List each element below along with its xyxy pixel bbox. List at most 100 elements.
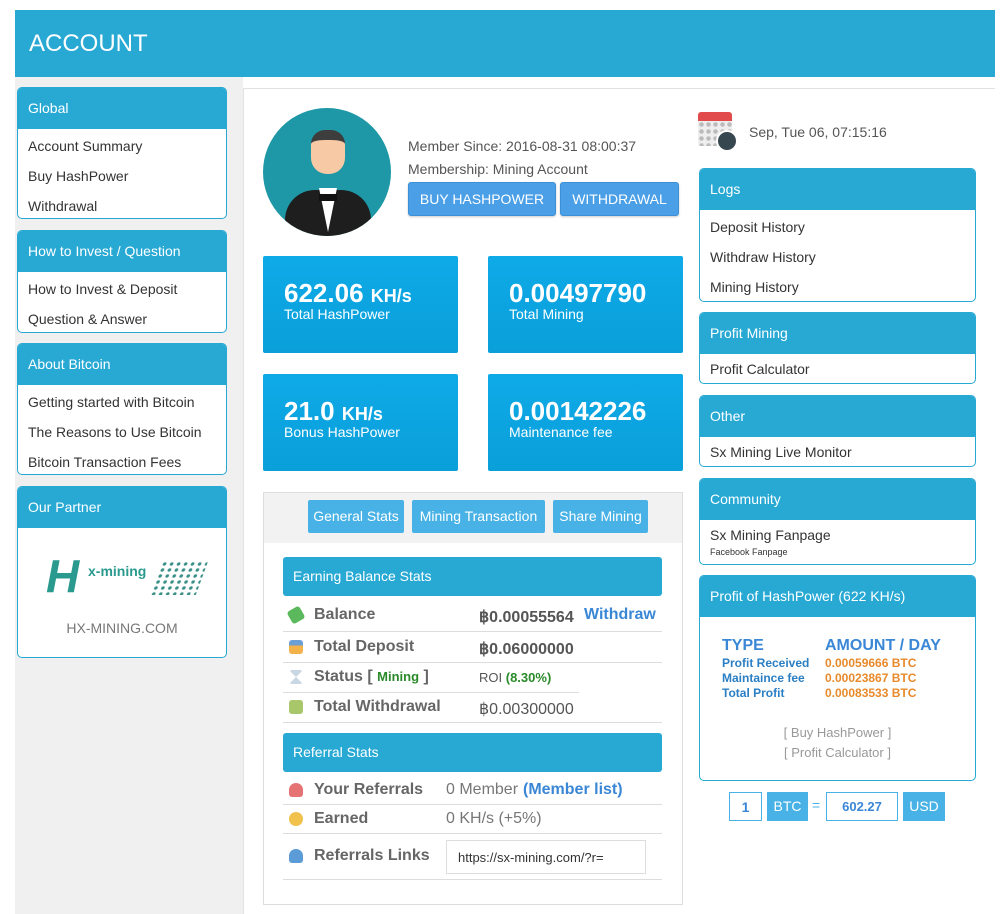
calendar-icon [698, 110, 738, 152]
money-icon [286, 605, 306, 625]
status-bracket: [ [367, 668, 373, 685]
sidebar-invest: How to Invest / Question How to Invest &… [17, 230, 227, 333]
sidebar-item-buy-hashpower[interactable]: Buy HashPower [28, 168, 129, 184]
profit-amount: 0.00023867 BTC [825, 671, 917, 685]
current-datetime: Sep, Tue 06, 07:15:16 [749, 124, 887, 140]
usd-currency-button[interactable]: USD [903, 792, 945, 821]
tile-total-hashpower: 622.06 KH/s Total HashPower [263, 256, 458, 353]
withdraw-history-link[interactable]: Withdraw History [710, 249, 816, 265]
other-box: Other Sx Mining Live Monitor [699, 395, 976, 467]
referral-links-row: Referrals Links [283, 834, 662, 880]
balance-value: ฿0.00055564 [479, 609, 574, 626]
sidebar-heading: About Bitcoin [18, 344, 226, 385]
status-row: Status [ Mining ] ROI (8.30%) [283, 663, 579, 693]
profit-amount: 0.00059666 BTC [825, 656, 917, 670]
usd-result-input[interactable] [826, 792, 898, 821]
tile-total-mining: 0.00497790 Total Mining [488, 256, 683, 353]
status-bracket: ] [423, 668, 429, 685]
tab-share-mining[interactable]: Share Mining [553, 500, 648, 533]
box-heading: Community [700, 479, 975, 520]
live-monitor-link[interactable]: Sx Mining Live Monitor [710, 444, 852, 460]
box-heading: Logs [700, 169, 975, 210]
withdraw-link[interactable]: Withdraw [584, 606, 656, 623]
earned-value: 0 KH/s (+5%) [446, 810, 542, 827]
referral-link-input[interactable] [446, 840, 646, 874]
tile-bonus-hashpower: 21.0 KH/s Bonus HashPower [263, 374, 458, 471]
status-label: Status [314, 668, 363, 685]
earned-label: Earned [314, 810, 369, 827]
sidebar-item-reasons[interactable]: The Reasons to Use Bitcoin [28, 424, 202, 440]
profit-type: Profit Received [722, 656, 810, 670]
referrals-value: 0 Member [446, 781, 519, 798]
sidebar-item-withdrawal[interactable]: Withdrawal [28, 198, 98, 214]
sidebar-item-qa[interactable]: Question & Answer [28, 311, 148, 327]
col-amount: AMOUNT / DAY [825, 637, 941, 654]
referral-links-label: Referrals Links [314, 847, 430, 864]
profit-type: Maintaince fee [722, 671, 805, 685]
partner-name[interactable]: HX-MINING.COM [66, 620, 178, 636]
tile-value: 622.06 [284, 278, 364, 308]
referrals-label: Your Referrals [314, 781, 424, 798]
box-heading: Other [700, 396, 975, 437]
user-icon [289, 849, 303, 863]
balance-label: Balance [314, 606, 376, 623]
profit-calculator-link[interactable]: [ Profit Calculator ] [784, 745, 891, 760]
roi-value: (8.30%) [505, 670, 552, 685]
partner-logo[interactable]: H x-mining [46, 549, 209, 609]
sidebar-item-how-to-invest[interactable]: How to Invest & Deposit [28, 281, 178, 297]
sidebar-bitcoin: About Bitcoin Getting started with Bitco… [17, 343, 227, 475]
earned-row: Earned 0 KH/s (+5%) [283, 805, 662, 834]
profit-calculator-link[interactable]: Profit Calculator [710, 361, 810, 377]
fanpage-link[interactable]: Sx Mining Fanpage [710, 527, 831, 543]
receipt-icon [289, 700, 303, 714]
card-icon [289, 640, 303, 654]
withdrawal-label: Total Withdrawal [314, 698, 441, 715]
tile-unit: KH/s [370, 286, 412, 306]
fanpage-subtitle: Facebook Fanpage [710, 547, 788, 557]
deposit-history-link[interactable]: Deposit History [710, 219, 805, 235]
tile-value: 0.00142226 [509, 396, 647, 426]
tile-value: 0.00497790 [509, 278, 647, 308]
medal-icon [289, 812, 303, 826]
equals-sign: = [812, 797, 821, 813]
tile-label: Total Mining [509, 306, 584, 322]
withdrawal-value: ฿0.00300000 [479, 701, 574, 718]
member-since: Member Since: 2016-08-31 08:00:37 [408, 138, 637, 154]
sidebar-partner: Our Partner H x-mining HX-MINING.COM [17, 486, 227, 658]
btc-currency-button[interactable]: BTC [767, 792, 808, 821]
btc-amount-input[interactable] [729, 792, 762, 821]
mining-history-link[interactable]: Mining History [710, 279, 799, 295]
status-value: Mining [377, 669, 420, 684]
tile-maintenance-fee: 0.00142226 Maintenance fee [488, 374, 683, 471]
member-list-link[interactable]: (Member list) [523, 781, 623, 798]
sidebar-global: Global Account Summary Buy HashPower Wit… [17, 87, 227, 219]
profit-mining-box: Profit Mining Profit Calculator [699, 312, 976, 384]
referrals-row: Your Referrals 0 Member (Member list) [283, 776, 662, 805]
hourglass-icon [289, 670, 303, 684]
box-heading: Profit of HashPower (622 KH/s) [700, 576, 975, 617]
tile-unit: KH/s [341, 404, 383, 424]
profit-amount: 0.00083533 BTC [825, 686, 917, 700]
user-icon [289, 783, 303, 797]
tab-mining-transaction[interactable]: Mining Transaction [412, 500, 545, 533]
profit-hashpower-box: Profit of HashPower (622 KH/s) TYPE AMOU… [699, 575, 976, 781]
tile-label: Bonus HashPower [284, 424, 400, 440]
withdrawal-row: Total Withdrawal ฿0.00300000 [283, 693, 662, 723]
avatar [263, 108, 391, 236]
sidebar-heading: Global [18, 88, 226, 129]
tile-label: Maintenance fee [509, 424, 613, 440]
sidebar-item-fees[interactable]: Bitcoin Transaction Fees [28, 454, 182, 470]
buy-hashpower-button[interactable]: BUY HASHPOWER [408, 182, 556, 216]
sidebar-heading: How to Invest / Question [18, 231, 226, 272]
buy-hashpower-link[interactable]: [ Buy HashPower ] [783, 725, 892, 740]
sidebar-item-account-summary[interactable]: Account Summary [28, 138, 143, 154]
box-heading: Profit Mining [700, 313, 975, 354]
membership: Membership: Mining Account [408, 161, 588, 177]
referral-stats-header: Referral Stats [283, 733, 662, 772]
withdrawal-button[interactable]: WITHDRAWAL [560, 182, 679, 216]
tab-general-stats[interactable]: General Stats [308, 500, 404, 533]
col-type: TYPE [722, 637, 764, 654]
earning-balance-header: Earning Balance Stats [283, 557, 662, 596]
sidebar-item-getting-started[interactable]: Getting started with Bitcoin [28, 394, 195, 410]
tile-value: 21.0 [284, 396, 335, 426]
